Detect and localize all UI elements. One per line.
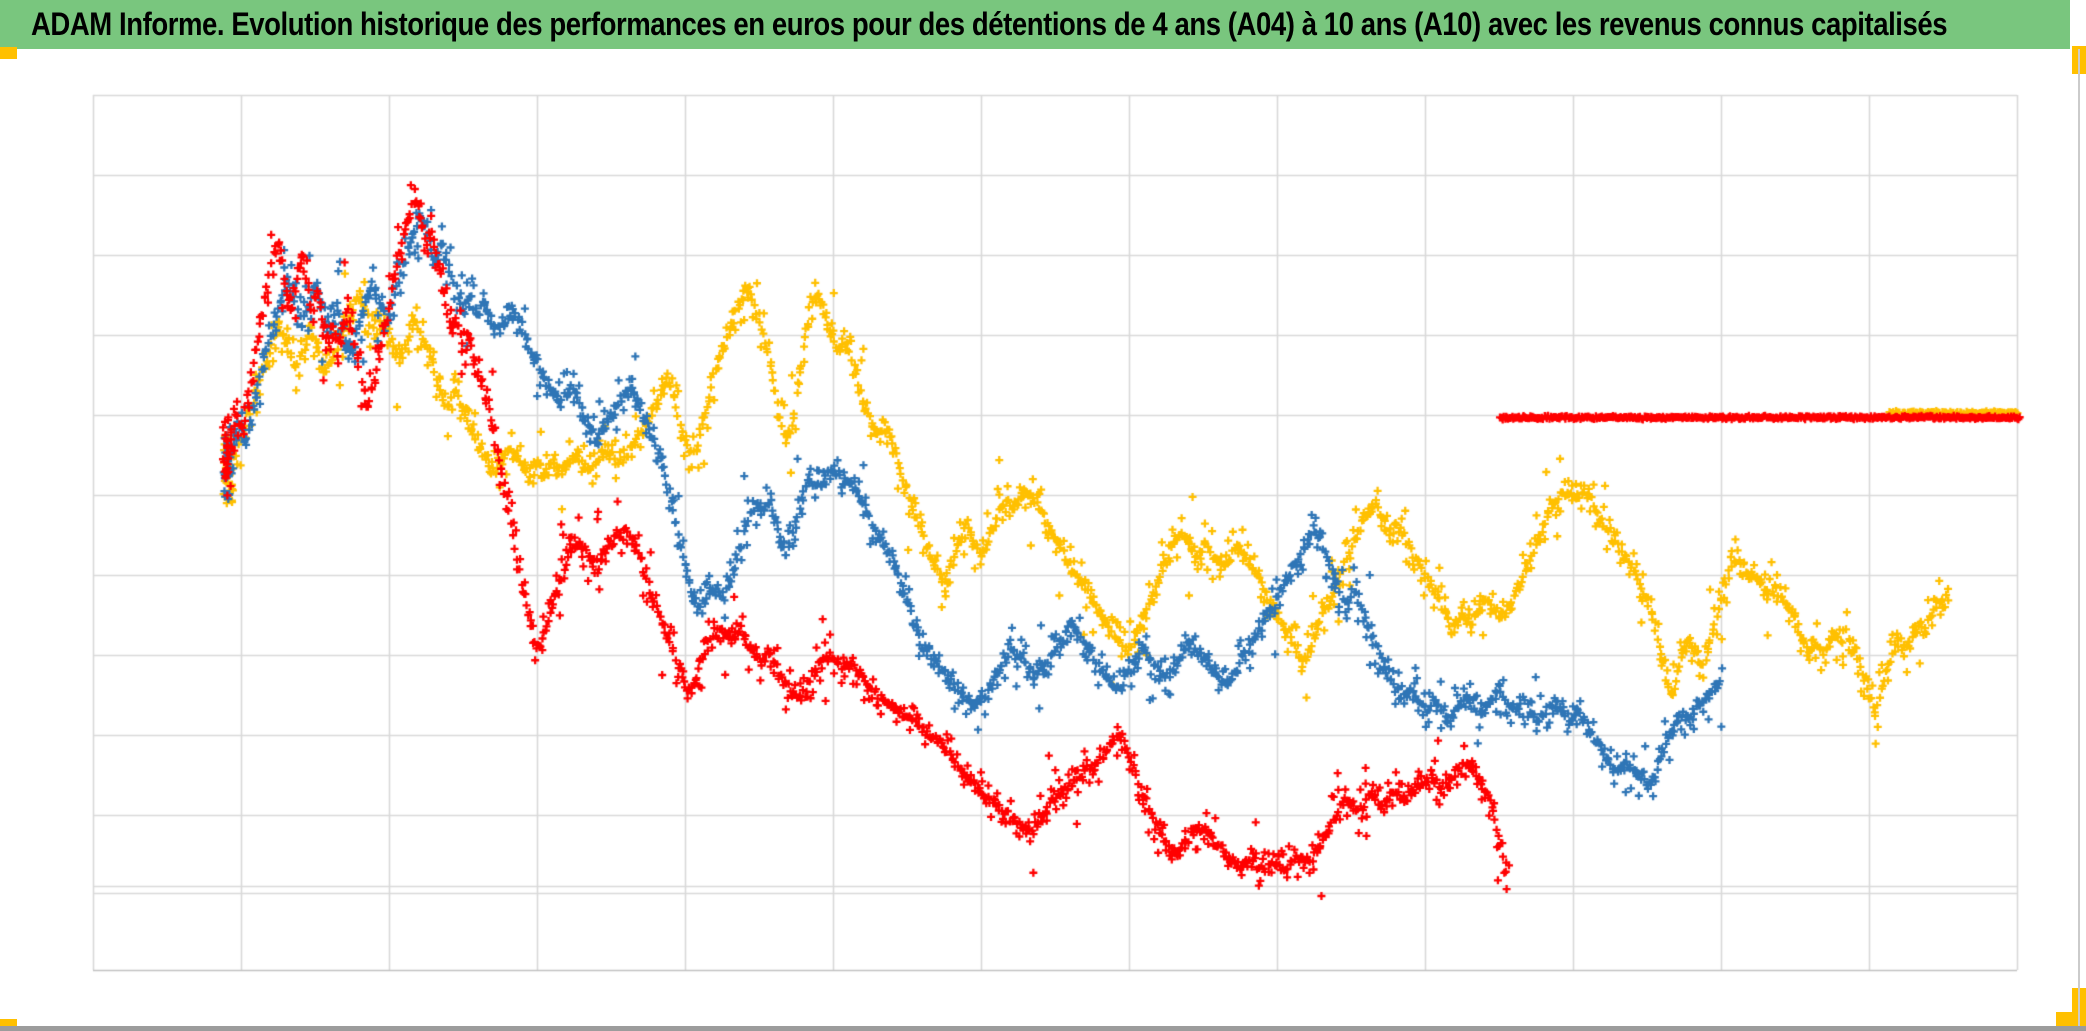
right-edge-line (2078, 49, 2080, 1026)
bottom-gray-bar (0, 1026, 2086, 1031)
corner-accent-bottom-left-icon (0, 1019, 17, 1030)
corner-accent-top-left-icon (0, 47, 17, 59)
page-title: ADAM Informe. Evolution historique des p… (30, 6, 1948, 42)
title-bar: ADAM Informe. Evolution historique des p… (0, 0, 2070, 49)
